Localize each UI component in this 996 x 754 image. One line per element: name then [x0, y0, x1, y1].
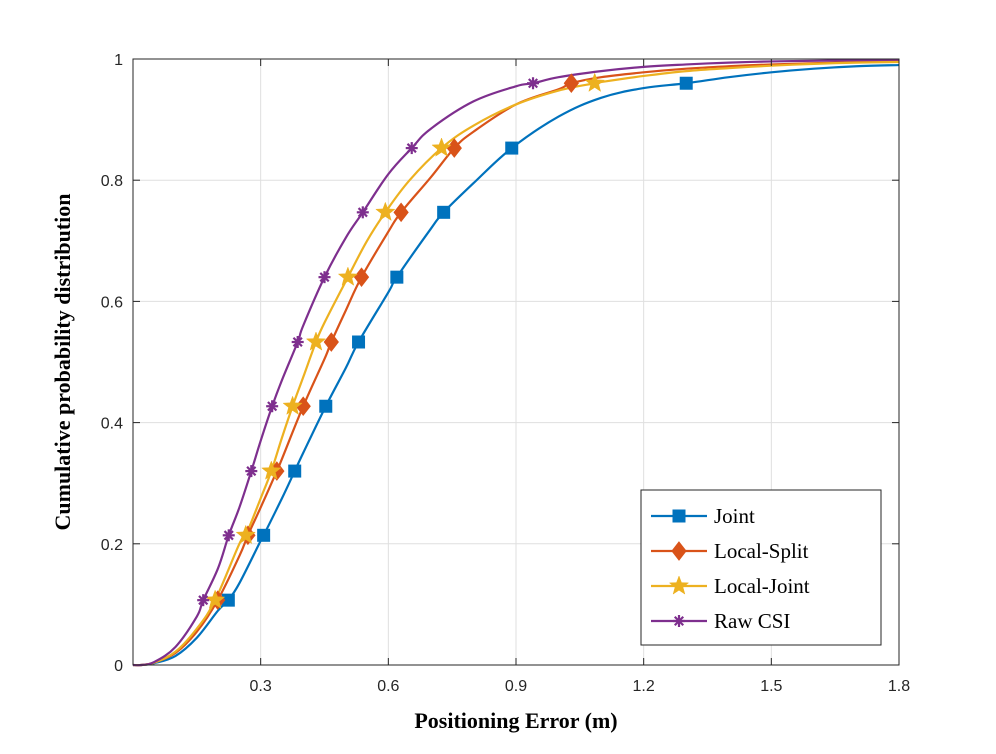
grid [133, 58, 900, 666]
marker-joint [679, 76, 693, 90]
y-tick-label: 0.4 [101, 416, 123, 433]
marker-local-joint [204, 589, 226, 609]
series-line-raw-csi [132, 58, 900, 667]
marker-local-joint [261, 460, 282, 480]
y-tick-label: 0.2 [101, 537, 123, 554]
legend-item-local-joint: Local-Joint [651, 574, 810, 598]
marker-raw-csi [197, 594, 210, 607]
marker-raw-csi [222, 529, 235, 542]
marker-local-split [563, 73, 579, 94]
legend-label: Local-Split [714, 539, 809, 563]
marker-joint [288, 464, 302, 478]
marker-local-joint [337, 266, 359, 286]
legend: Joint Local-Split Local-Joint Raw CSI [640, 489, 882, 646]
x-tick-label: 1.8 [888, 678, 910, 695]
marker-joint [257, 528, 271, 542]
marker-local-joint [282, 395, 303, 415]
marker-local-joint [431, 137, 452, 157]
marker-local-split [323, 332, 339, 352]
axes [132, 58, 900, 666]
marker-joint [437, 205, 451, 219]
legend-marker [671, 541, 687, 561]
x-tick-label: 0.3 [250, 678, 272, 695]
series-markers [197, 72, 693, 610]
legend-marker [668, 575, 690, 595]
marker-local-joint [305, 331, 327, 351]
x-tick-label: 1.2 [633, 678, 655, 695]
legend-label: Local-Joint [714, 574, 810, 598]
marker-raw-csi [266, 400, 279, 413]
y-tick-label: 0.6 [101, 294, 123, 311]
x-tick-label: 0.6 [377, 678, 399, 695]
legend-items: Joint Local-Split Local-Joint Raw CSI [651, 504, 810, 633]
marker-local-joint [584, 72, 605, 92]
marker-joint [319, 399, 333, 413]
legend-item-local-split: Local-Split [651, 539, 809, 563]
x-tick-label: 1.5 [760, 678, 782, 695]
tick-labels: 0.3 0.6 0.9 1.2 1.5 1.8 0 0.2 0.4 0.6 0.8 1 [101, 52, 910, 695]
marker-raw-csi [318, 271, 331, 284]
marker-raw-csi [527, 77, 540, 90]
legend-label: Raw CSI [714, 609, 790, 633]
y-tick-label: 1 [114, 52, 123, 69]
x-axis-title: Positioning Error (m) [414, 708, 617, 733]
y-tick-label: 0.8 [101, 173, 123, 190]
y-axis-title: Cumulative probability distribution [50, 194, 75, 531]
marker-joint [505, 141, 519, 155]
legend-label: Joint [714, 504, 755, 528]
legend-marker [673, 615, 685, 627]
marker-raw-csi [405, 142, 418, 155]
legend-item-raw-csi: Raw CSI [651, 609, 790, 633]
legend-item-joint: Joint [651, 504, 755, 528]
marker-joint [390, 270, 404, 284]
x-tick-label: 0.9 [505, 678, 527, 695]
marker-local-joint [235, 524, 256, 544]
marker-joint [352, 335, 366, 349]
marker-local-joint [375, 201, 396, 221]
y-tick-label: 0 [114, 658, 123, 675]
marker-raw-csi [245, 465, 258, 478]
marker-local-split [393, 202, 409, 223]
marker-raw-csi [291, 336, 304, 349]
legend-marker [672, 509, 686, 523]
marker-raw-csi [356, 206, 369, 219]
